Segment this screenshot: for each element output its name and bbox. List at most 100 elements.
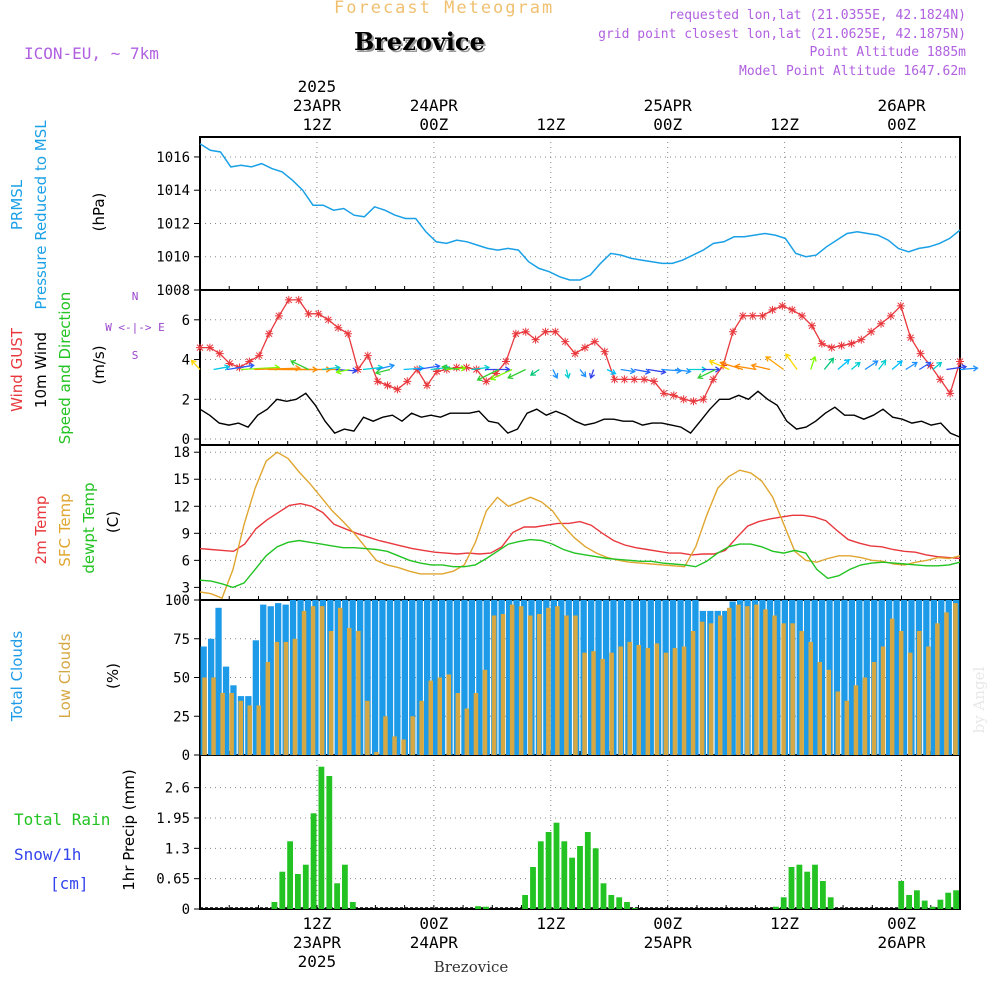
model-name: ICON-EU, ~ 7km (24, 44, 159, 63)
y-tick-label: 75 (173, 632, 190, 648)
wind-direction-arrow (702, 366, 721, 373)
total-cloud-bar (833, 600, 841, 755)
total-cloud-bar (342, 600, 349, 755)
low-cloud-bar (238, 700, 243, 756)
total-cloud-bar (349, 600, 356, 755)
wind-gust-marker (640, 375, 649, 384)
rain-bar (342, 864, 348, 909)
low-cloud-bar (229, 693, 234, 755)
low-cloud-bar (817, 662, 822, 755)
dewpoint-line (199, 538, 961, 589)
low-cloud-bar (419, 700, 424, 756)
total-cloud-bar (722, 610, 729, 755)
low-cloud-bar (582, 652, 587, 755)
wind-direction-arrow (850, 361, 861, 370)
total-cloud-bar (461, 600, 468, 755)
wind-direction-arrow (634, 368, 651, 375)
total-cloud-bar (476, 600, 483, 755)
low-cloud-bar (265, 662, 271, 755)
rain-bar (608, 895, 615, 909)
wind-gust-marker (748, 311, 757, 320)
wind-gust-marker (314, 309, 323, 318)
total-cloud-bar (513, 600, 520, 755)
low-cloud-bar (781, 623, 786, 756)
y-tick-label: 6 (182, 553, 190, 569)
low-cloud-bar (645, 648, 651, 755)
wind-gust-marker (561, 337, 570, 346)
wind-direction-arrow (588, 369, 596, 380)
low-cloud-bar (356, 631, 361, 755)
dewpoint-label: dewpt Temp (80, 482, 98, 573)
wind-gust-marker (551, 327, 560, 336)
rain-bar (537, 841, 544, 909)
wind-speed-direction-label: Speed and Direction (56, 292, 74, 445)
panel-frame-pressure (199, 136, 961, 291)
temp-sfc-line (199, 451, 961, 600)
low-cloud-bar (546, 607, 551, 756)
total-cloud-bar (714, 610, 721, 755)
temp-2m-label: 2m Temp (32, 496, 50, 565)
low-cloud-bar (491, 615, 497, 755)
total-cloud-bar (886, 600, 893, 755)
y-tick-label: 50 (173, 671, 190, 687)
temp-sfc-label: SFC Temp (56, 493, 74, 566)
low-cloud-bar (292, 638, 298, 756)
wind-gust-marker (659, 389, 668, 398)
wind-gust-marker (225, 359, 234, 368)
wind-gust-marker (403, 377, 412, 386)
low-cloud-bar (790, 623, 795, 756)
rain-bar (788, 867, 795, 909)
wind-gust-marker (393, 385, 402, 394)
total-cloud-bar (893, 600, 900, 755)
low-cloud-bar (690, 631, 696, 755)
wind-gust-marker (492, 369, 501, 378)
wind-gust-marker (768, 305, 777, 314)
temp-2m-line (199, 502, 961, 560)
time-label-bottom: 00Z (419, 914, 448, 933)
low-cloud-bar (374, 751, 379, 755)
low-cloud-bar (871, 662, 877, 755)
total-cloud-bar (729, 601, 736, 755)
wind-gust-marker (511, 329, 520, 338)
wind-gust-marker (847, 339, 856, 348)
wind-gust-marker (501, 357, 510, 366)
wind-gust-marker (255, 351, 264, 360)
low-cloud-bar (944, 612, 949, 755)
low-cloud-bar (392, 736, 397, 755)
total-cloud-bar (394, 600, 401, 755)
wind-gust-marker (521, 327, 530, 336)
low-cloud-bar (880, 646, 886, 755)
wind-gust-marker (936, 375, 945, 384)
y-tick-label: 9 (182, 526, 190, 542)
rain-bar (577, 846, 583, 909)
rain-bar (561, 841, 568, 909)
wind-direction-arrow (529, 368, 540, 376)
total-cloud-bar (506, 600, 513, 755)
low-cloud-bar (681, 646, 687, 755)
wind-gust-marker (245, 357, 254, 366)
time-label-bottom: 25APR (644, 933, 693, 952)
low-cloud-bar (654, 643, 660, 755)
rain-bar (600, 883, 607, 909)
low-cloud-bar (301, 610, 307, 755)
total-cloud-bar (401, 600, 408, 755)
wind-gust-marker (363, 351, 372, 360)
wind-direction-arrow (905, 361, 918, 371)
y-tick-label: 18 (173, 445, 190, 461)
wind-gust-marker (738, 311, 747, 320)
requested-coords: requested lon,lat (21.0355E, 42.1824N) (668, 8, 966, 23)
low-cloud-bar (202, 677, 207, 755)
low-cloud-bar (826, 669, 831, 756)
low-cloud-bar (428, 680, 433, 755)
wind-unit-label: (m/s) (90, 345, 108, 384)
low-cloud-bar (256, 705, 261, 755)
low-cloud-bar (853, 685, 859, 756)
time-label-bottom: 00Z (653, 914, 682, 933)
rain-bar (921, 900, 928, 909)
wind-gust-marker (620, 375, 629, 384)
wind-gust-line (200, 299, 961, 402)
wind-gust-marker (571, 349, 580, 358)
low-cloud-bar (500, 614, 506, 755)
low-cloud-bar (718, 615, 723, 755)
